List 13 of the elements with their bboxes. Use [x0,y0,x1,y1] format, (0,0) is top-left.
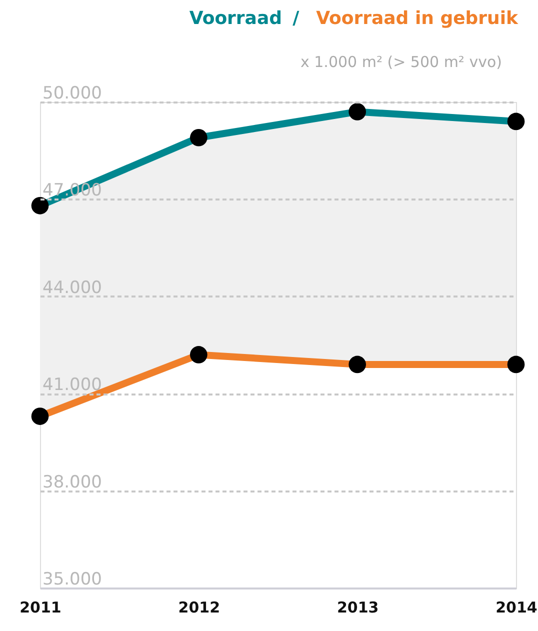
x-tick-label: 2012 [178,598,220,616]
x-tick-label: 2013 [336,598,379,616]
x-tick-label: 2011 [20,598,62,616]
y-tick-label: 41.000 [42,375,102,396]
y-tick-label: 44.000 [42,278,102,298]
y-tick-label: 38.000 [42,472,102,492]
x-tick-label: 2014 [496,598,538,616]
text: Voorraad in gebruik [316,8,520,29]
y-tick-label: 50.000 [42,84,102,104]
y-axis-title: x 1.000 m² (> 500 m² vvo) [300,53,502,71]
y-tick-label: 35.000 [42,570,102,590]
text: Voorraad [189,8,282,29]
text: / [292,8,300,29]
